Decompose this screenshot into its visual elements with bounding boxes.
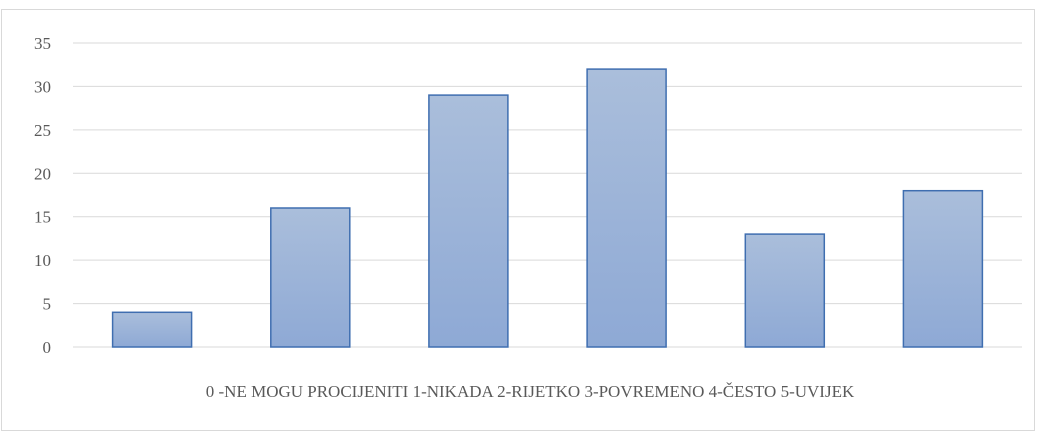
bar-2 — [428, 94, 509, 348]
bar-0 — [111, 311, 193, 348]
x-axis-label: 0 -NE MOGU PROCIJENITI 1-NIKADA 2-RIJETK… — [205, 382, 855, 401]
y-tick-label: 25 — [34, 121, 51, 140]
bars — [111, 68, 984, 348]
y-tick-label: 10 — [34, 251, 51, 270]
y-axis-tick-labels: 0 5 10 15 20 25 30 35 — [34, 34, 51, 357]
y-tick-label: 30 — [34, 77, 51, 96]
y-tick-label: 0 — [43, 338, 52, 357]
y-tick-label: 15 — [34, 208, 51, 227]
bar-1 — [270, 207, 351, 348]
gridlines — [73, 42, 1022, 348]
bar-4 — [744, 233, 826, 348]
chart-frame — [1, 9, 1035, 431]
y-tick-label: 5 — [43, 295, 52, 314]
y-tick-label: 35 — [34, 34, 51, 53]
y-tick-label: 20 — [34, 164, 51, 183]
bar-5 — [902, 189, 984, 348]
bar-3 — [586, 68, 667, 348]
